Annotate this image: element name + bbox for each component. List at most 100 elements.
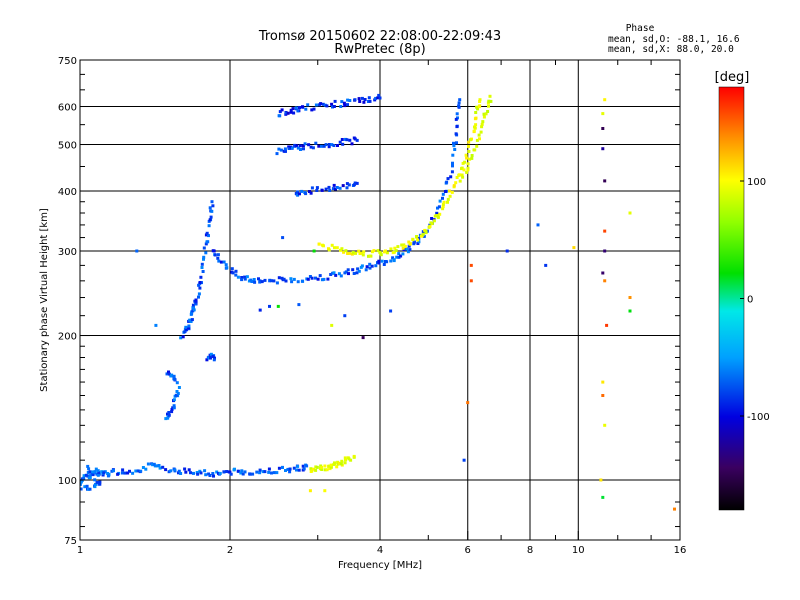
echo-point	[323, 464, 327, 468]
echo-point	[335, 246, 339, 250]
echo-point	[204, 242, 208, 246]
echo-point	[344, 270, 348, 274]
echo-point	[198, 286, 202, 290]
echo-point	[166, 416, 170, 420]
echo-point	[355, 271, 359, 275]
echo-point	[346, 252, 350, 255]
echo-point	[296, 146, 300, 150]
echo-point	[355, 181, 359, 185]
echo-point	[217, 259, 221, 263]
echo-point	[312, 107, 316, 111]
echo-point	[389, 309, 393, 313]
echo-point	[463, 160, 467, 164]
echo-point	[370, 250, 374, 254]
echo-point	[261, 470, 265, 474]
echo-point	[325, 468, 329, 472]
echo-point	[405, 247, 409, 251]
echo-point	[437, 205, 441, 209]
echo-point	[216, 256, 220, 260]
echo-point	[291, 107, 295, 111]
echo-point	[110, 469, 114, 473]
echo-point	[628, 309, 632, 313]
echo-point	[374, 96, 378, 100]
echo-point	[436, 206, 439, 210]
echo-point	[181, 335, 185, 339]
echo-point	[248, 472, 252, 476]
echo-point	[311, 146, 315, 150]
colorbar-tick-label: -100	[747, 412, 770, 423]
phase-stats-header: Phase	[626, 23, 655, 34]
echo-point	[475, 105, 479, 109]
echo-point	[91, 470, 95, 474]
echo-point	[428, 224, 432, 228]
echo-point	[204, 251, 208, 255]
echo-point	[234, 273, 238, 277]
echo-point	[411, 238, 415, 242]
echo-point	[243, 470, 247, 474]
echo-point	[603, 279, 607, 283]
echo-point	[435, 214, 439, 217]
echo-point	[339, 274, 343, 278]
echo-point	[211, 472, 215, 475]
echo-point	[165, 372, 169, 376]
echo-point	[452, 184, 456, 188]
echo-point	[340, 100, 344, 104]
echo-point	[441, 205, 445, 209]
echo-point	[364, 268, 368, 272]
echo-point	[268, 278, 272, 282]
echo-point	[345, 182, 349, 186]
echo-point	[131, 471, 135, 475]
echo-point	[438, 199, 442, 203]
echo-point	[202, 255, 206, 259]
echo-point	[277, 276, 281, 280]
echo-point	[466, 166, 470, 170]
echo-point	[184, 470, 188, 474]
echo-point	[327, 145, 331, 149]
echo-point	[187, 468, 191, 472]
echo-point	[433, 214, 437, 218]
echo-point	[154, 323, 158, 327]
echo-point	[314, 103, 318, 107]
echo-point	[177, 469, 181, 473]
phase-stats-x: mean, sd,X: 88.0, 20.0	[608, 44, 734, 55]
echo-point	[310, 186, 314, 190]
echo-point	[205, 231, 209, 235]
echo-point	[263, 278, 267, 282]
echo-point	[408, 242, 412, 246]
colorbar-tick-label: 0	[747, 295, 753, 306]
echo-point	[487, 104, 490, 108]
echo-point	[351, 250, 355, 254]
echo-point	[209, 352, 213, 356]
echo-point	[603, 98, 607, 102]
y-tick-label: 600	[58, 103, 77, 114]
echo-point	[96, 473, 100, 477]
echo-point	[457, 173, 461, 177]
echo-point	[329, 465, 333, 469]
echo-point	[245, 275, 249, 279]
axis-ticks: 1 2 4 6 8 10 16 75 100 200 300 400 500 600 750	[58, 56, 686, 556]
echo-point	[446, 200, 449, 204]
echo-point	[282, 277, 286, 281]
echo-point	[432, 219, 436, 223]
echo-point	[297, 303, 301, 307]
echo-point	[308, 275, 312, 278]
echo-point	[455, 112, 459, 116]
x-axis-label: Frequency [MHz]	[338, 560, 422, 571]
echo-point	[225, 266, 229, 270]
echo-point	[324, 187, 328, 191]
echo-point	[314, 468, 318, 472]
echo-point	[98, 480, 102, 484]
echo-point	[342, 101, 346, 105]
echo-point	[469, 279, 473, 283]
echo-point	[484, 112, 488, 116]
echo-point	[469, 263, 473, 267]
echo-point	[302, 467, 306, 471]
echo-point	[393, 246, 397, 250]
echo-point	[334, 273, 338, 277]
echo-point	[340, 247, 344, 251]
echo-point	[464, 153, 468, 157]
echo-point	[449, 175, 453, 179]
echo-point	[270, 471, 273, 475]
echo-point	[344, 249, 348, 253]
